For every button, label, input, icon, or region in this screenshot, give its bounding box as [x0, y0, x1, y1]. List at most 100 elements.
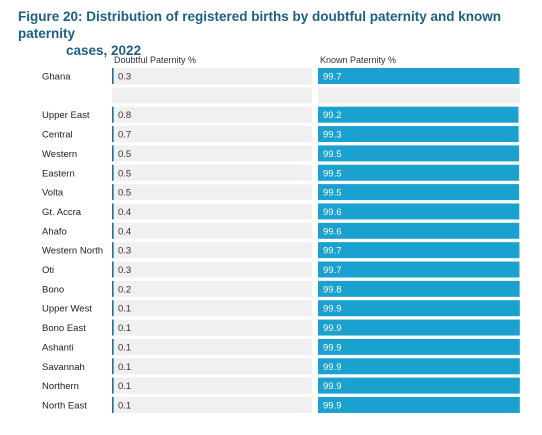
known-bar	[318, 203, 520, 220]
doubtful-track	[112, 319, 312, 336]
category-label: Savannah	[42, 362, 85, 373]
doubtful-track	[112, 222, 312, 239]
known-bar	[318, 164, 519, 181]
known-bar	[318, 106, 519, 123]
doubtful-track	[112, 126, 312, 143]
series-header-known: Known Paternity %	[320, 55, 396, 65]
doubtful-track	[112, 164, 312, 181]
known-bar	[318, 396, 520, 413]
known-bar	[318, 338, 520, 355]
known-value-label: 99.3	[323, 130, 342, 141]
doubtful-track	[112, 242, 312, 259]
known-value-label: 99.9	[323, 323, 342, 334]
doubtful-bar	[112, 145, 114, 162]
doubtful-bar	[112, 319, 114, 336]
category-label: North East	[42, 400, 87, 411]
known-track	[318, 87, 520, 104]
known-value-label: 99.6	[323, 207, 342, 218]
doubtful-track	[112, 396, 312, 413]
doubtful-track	[112, 358, 312, 375]
category-label: Gt. Accra	[42, 207, 82, 218]
doubtful-value-label: 0.1	[118, 323, 131, 334]
doubtful-value-label: 0.4	[118, 226, 131, 237]
doubtful-track	[112, 338, 312, 355]
category-label: Upper East	[42, 110, 90, 121]
doubtful-bar	[112, 68, 114, 84]
known-value-label: 99.7	[323, 72, 342, 83]
doubtful-value-label: 0.7	[118, 130, 131, 141]
category-label: Ghana	[42, 72, 71, 83]
doubtful-value-label: 0.3	[118, 72, 131, 83]
doubtful-value-label: 0.1	[118, 381, 131, 392]
doubtful-bar	[112, 261, 114, 278]
known-bar	[318, 68, 520, 84]
doubtful-track	[112, 87, 312, 104]
category-label: Bono	[42, 284, 64, 295]
doubtful-track	[112, 280, 312, 297]
category-label: Eastern	[42, 168, 75, 179]
doubtful-track	[112, 377, 312, 394]
doubtful-bar	[112, 300, 114, 317]
doubtful-value-label: 0.5	[118, 188, 131, 199]
known-value-label: 99.9	[323, 342, 342, 353]
known-value-label: 99.5	[323, 168, 342, 179]
known-bar	[318, 261, 520, 278]
doubtful-value-label: 0.1	[118, 304, 131, 315]
known-bar	[318, 280, 520, 297]
doubtful-track	[112, 261, 312, 278]
doubtful-bar	[112, 126, 114, 143]
known-value-label: 99.9	[323, 381, 342, 392]
doubtful-bar	[112, 242, 114, 259]
doubtful-bar	[112, 184, 114, 201]
category-label: Volta	[42, 188, 64, 199]
known-value-label: 99.2	[323, 110, 342, 121]
doubtful-bar	[112, 396, 114, 413]
doubtful-value-label: 0.1	[118, 400, 131, 411]
known-bar	[318, 184, 519, 201]
doubtful-value-label: 0.3	[118, 265, 131, 276]
known-value-label: 99.5	[323, 188, 342, 199]
doubtful-bar	[112, 377, 114, 394]
category-label: Bono East	[42, 323, 86, 334]
doubtful-track	[112, 106, 312, 123]
doubtful-bar	[112, 106, 114, 123]
known-bar	[318, 319, 520, 336]
doubtful-value-label: 0.2	[118, 284, 131, 295]
chart-title-line-1: Figure 20: Distribution of registered bi…	[18, 9, 502, 41]
chart-title: Figure 20: Distribution of registered bi…	[18, 8, 528, 59]
category-label: Oti	[42, 265, 54, 276]
doubtful-value-label: 0.1	[118, 342, 131, 353]
doubtful-bar	[112, 280, 114, 297]
doubtful-track	[112, 145, 312, 162]
category-label: Upper West	[42, 304, 92, 315]
known-value-label: 99.9	[323, 362, 342, 373]
doubtful-track	[112, 203, 312, 220]
known-bar	[318, 300, 520, 317]
known-value-label: 99.7	[323, 265, 342, 276]
known-bar	[318, 126, 519, 143]
category-label: Ahafo	[42, 226, 67, 237]
known-value-label: 99.5	[323, 149, 342, 160]
known-value-label: 99.9	[323, 400, 342, 411]
known-value-label: 99.6	[323, 226, 342, 237]
known-value-label: 99.9	[323, 304, 342, 315]
chart-title-line-2: cases, 2022	[66, 43, 142, 58]
doubtful-bar	[112, 222, 114, 239]
category-label: Central	[42, 130, 73, 141]
doubtful-bar	[112, 338, 114, 355]
doubtful-value-label: 0.3	[118, 246, 131, 257]
known-bar	[318, 358, 520, 375]
doubtful-bar	[112, 358, 114, 375]
doubtful-track	[112, 300, 312, 317]
doubtful-value-label: 0.5	[118, 149, 131, 160]
doubtful-track	[112, 184, 312, 201]
doubtful-bar	[112, 164, 114, 181]
category-label: Northern	[42, 381, 79, 392]
known-bar	[318, 377, 520, 394]
doubtful-value-label: 0.5	[118, 168, 131, 179]
known-bar	[318, 242, 520, 259]
known-bar	[318, 222, 520, 239]
category-label: Ashanti	[42, 342, 74, 353]
category-label: Western	[42, 149, 77, 160]
